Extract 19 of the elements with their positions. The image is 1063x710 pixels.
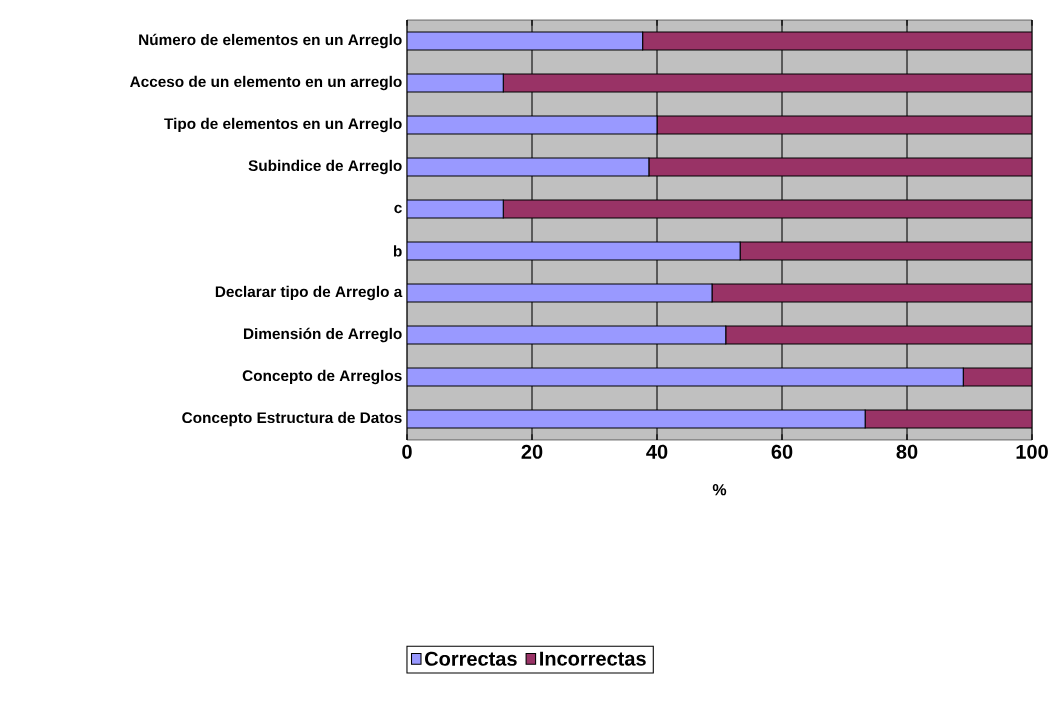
y-tick-label: Número de elementos en un Arreglo bbox=[139, 33, 402, 49]
x-tick-label: 60 bbox=[771, 444, 793, 459]
x-tick-label: 80 bbox=[896, 444, 918, 459]
x-tick-label: 20 bbox=[521, 444, 543, 459]
x-tick-label: 0 bbox=[402, 444, 412, 459]
y-tick-label: Declarar tipo de Arreglo a bbox=[215, 285, 403, 301]
legend-label: Incorrectas bbox=[540, 651, 646, 666]
y-tick-label: b bbox=[393, 245, 402, 257]
y-tick-label: Acceso de un elemento en un arreglo bbox=[130, 75, 402, 91]
y-tick-label: Tipo de elementos en un Arreglo bbox=[164, 117, 402, 133]
legend-label: Correctas bbox=[425, 651, 517, 666]
y-tick-label: Concepto Estructura de Datos bbox=[182, 411, 402, 427]
y-tick-label: Dimensión de Arreglo bbox=[243, 327, 402, 343]
x-axis-title: % bbox=[712, 484, 727, 496]
x-tick-label: 40 bbox=[646, 444, 668, 459]
y-tick-label: Subindice de Arreglo bbox=[248, 159, 402, 175]
y-tick-label: Concepto de Arreglos bbox=[242, 369, 402, 385]
x-tick-label: 100 bbox=[1016, 444, 1048, 459]
y-tick-label: c bbox=[394, 204, 402, 214]
